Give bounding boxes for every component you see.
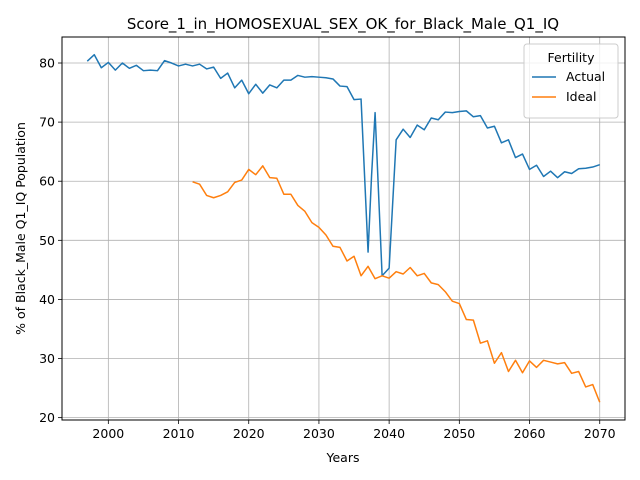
y-tick-label: 60 — [39, 174, 55, 189]
x-tick-label: 2020 — [233, 426, 265, 441]
y-tick-label: 20 — [39, 410, 55, 425]
legend: Fertility Actual Ideal — [523, 43, 619, 119]
legend-box — [523, 43, 619, 119]
legend-label-ideal: Ideal — [566, 89, 596, 104]
plot-frame — [61, 36, 626, 421]
x-tick-label: 2070 — [584, 426, 616, 441]
y-tick-label: 80 — [39, 56, 55, 71]
x-tick-label: 2040 — [373, 426, 405, 441]
legend-title: Fertility — [548, 50, 596, 65]
y-axis-label: % of Black_Male Q1_IQ Population — [13, 122, 28, 335]
chart-title: Score_1_in_HOMOSEXUAL_SEX_OK_for_Black_M… — [127, 15, 559, 34]
series-line-actual — [86, 53, 600, 277]
y-tick-label: 70 — [39, 115, 55, 130]
series-layer — [86, 53, 601, 403]
axis-ticks: 2000 2010 2020 2030 2040 2050 2060 207020304050… — [39, 56, 616, 441]
legend-label-actual: Actual — [566, 69, 605, 84]
x-tick-label: 2050 — [443, 426, 475, 441]
x-tick-label: 2030 — [303, 426, 335, 441]
series-line-ideal — [192, 165, 601, 403]
x-tick-label: 2000 — [92, 426, 124, 441]
y-tick-label: 50 — [39, 233, 55, 248]
x-tick-label: 2060 — [514, 426, 546, 441]
y-tick-label: 30 — [39, 351, 55, 366]
x-tick-label: 2010 — [163, 426, 195, 441]
x-axis-label: Years — [326, 450, 360, 465]
y-tick-label: 40 — [39, 292, 55, 307]
